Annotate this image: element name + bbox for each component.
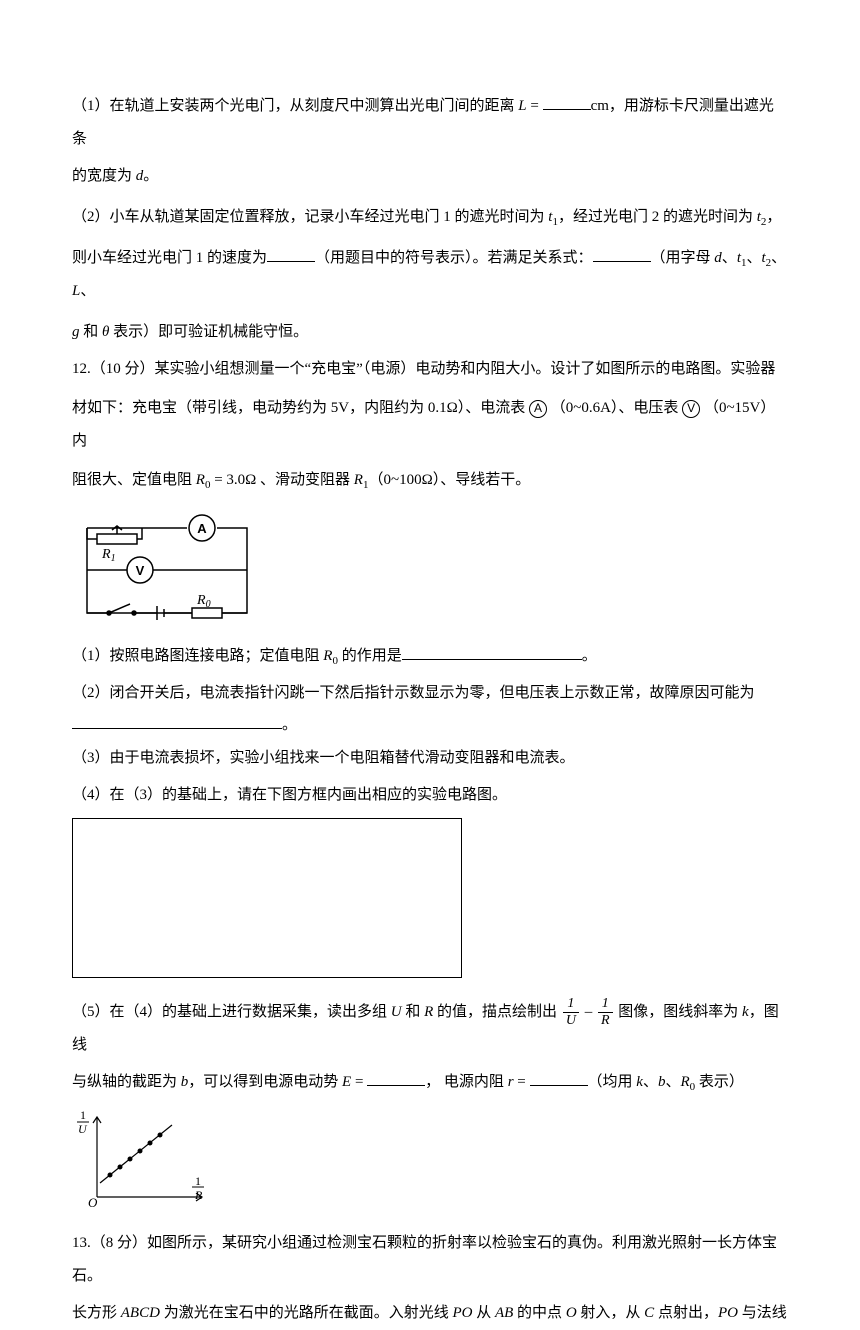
- text: 和: [80, 324, 103, 340]
- frac-1U: 1U: [563, 996, 579, 1028]
- var-g: g: [72, 324, 80, 340]
- q11-p4: g 和 θ 表示）即可验证机械能守恒。: [72, 316, 788, 349]
- blank-R0-role[interactable]: [402, 645, 582, 660]
- ammeter-icon: A: [529, 400, 547, 418]
- svg-text:U: U: [78, 1122, 88, 1136]
- sep: 、: [746, 250, 761, 266]
- svg-text:R: R: [194, 1188, 203, 1202]
- text: ，经过光电门 2 的遮光时间为: [558, 209, 757, 225]
- sep: 、: [722, 250, 737, 266]
- voltmeter-icon: V: [682, 400, 700, 418]
- q12-p4: （4）在（3）的基础上，请在下图方框内画出相应的实验电路图。: [72, 779, 788, 812]
- q12-intro-c: 阻很大、定值电阻 R0 = 3.0Ω 、滑动变阻器 R1（0~100Ω）、导线若…: [72, 464, 788, 497]
- q13-a: 13.（8 分）如图所示，某研究小组通过检测宝石颗粒的折射率以检验宝石的真伪。利…: [72, 1227, 788, 1293]
- q12-p2b: 。: [72, 714, 788, 736]
- text: （1）在轨道上安装两个光电门，从刻度尺中测算出光电门间的距离: [72, 98, 518, 114]
- q12-intro-b: 材如下：充电宝（带引线，电动势约为 5V，内阻约为 0.1Ω）、电流表 A （0…: [72, 392, 788, 458]
- svg-text:1: 1: [80, 1108, 86, 1122]
- blank-fault[interactable]: [72, 714, 282, 729]
- R1-label: R1: [101, 547, 116, 564]
- q12-intro-a: 12.（10 分）某实验小组想测量一个“充电宝”（电源）电动势和内阻大小。设计了…: [72, 353, 788, 386]
- text: （用题目中的符号表示）。若满足关系式：: [315, 250, 593, 266]
- q11-p3: 则小车经过光电门 1 的速度为 （用题目中的符号表示）。若满足关系式： （用字母 d…: [72, 242, 788, 308]
- var-d2: d: [714, 250, 722, 266]
- text: =: [527, 98, 543, 114]
- svg-text:O: O: [88, 1195, 98, 1210]
- graph-1U-1R: 1 U 1 R O: [72, 1107, 222, 1217]
- q12-p3: （3）由于电流表损坏，实验小组找来一个电阻箱替代滑动变阻器和电流表。: [72, 742, 788, 775]
- q13-b: 长方形 ABCD 为激光在宝石中的光路所在截面。入射光线 PO 从 AB 的中点…: [72, 1297, 788, 1330]
- blank-rel[interactable]: [593, 247, 651, 262]
- A-label: A: [197, 521, 207, 536]
- R0-label: R0: [196, 593, 211, 610]
- circuit-diagram: R1 A V R0: [72, 508, 262, 628]
- q12-p1: （1）按照电路图连接电路；定值电阻 R0 的作用是。: [72, 640, 788, 673]
- text: （2）小车从轨道某固定位置释放，记录小车经过光电门 1 的遮光时间为: [72, 209, 548, 225]
- V-label: V: [136, 563, 145, 578]
- q12-p5: （5）在（4）的基础上进行数据采集，读出多组 U 和 R 的值，描点绘制出 1U…: [72, 996, 788, 1062]
- circuit-draw-box[interactable]: [72, 818, 462, 978]
- q12-p2: （2）闭合开关后，电流表指针闪跳一下然后指针示数显示为零，但电压表上示数正常，故…: [72, 677, 788, 710]
- q11-p2: （2）小车从轨道某固定位置释放，记录小车经过光电门 1 的遮光时间为 t1，经过…: [72, 201, 788, 234]
- text: 的宽度为: [72, 168, 136, 184]
- frac-1R: 1R: [598, 996, 613, 1028]
- q11-p1: （1）在轨道上安装两个光电门，从刻度尺中测算出光电门间的距离 L = cm，用游…: [72, 90, 788, 156]
- var-L: L: [518, 98, 526, 114]
- blank-L[interactable]: [543, 95, 591, 110]
- text: （用字母: [651, 250, 715, 266]
- text: ，: [766, 209, 781, 225]
- text: 则小车经过光电门 1 的速度为: [72, 250, 267, 266]
- text: 。: [143, 168, 158, 184]
- sep: 、: [80, 283, 95, 299]
- blank-r[interactable]: [530, 1071, 588, 1086]
- text: 表示）即可验证机械能守恒。: [109, 324, 308, 340]
- blank-E[interactable]: [367, 1071, 425, 1086]
- q11-p1b: 的宽度为 d。: [72, 160, 788, 193]
- blank-v1[interactable]: [267, 247, 315, 262]
- svg-text:1: 1: [195, 1174, 201, 1188]
- sep: 、: [771, 250, 786, 266]
- q12-p6: 与纵轴的截距为 b，可以得到电源电动势 E = ， 电源内阻 r = （均用 k…: [72, 1066, 788, 1099]
